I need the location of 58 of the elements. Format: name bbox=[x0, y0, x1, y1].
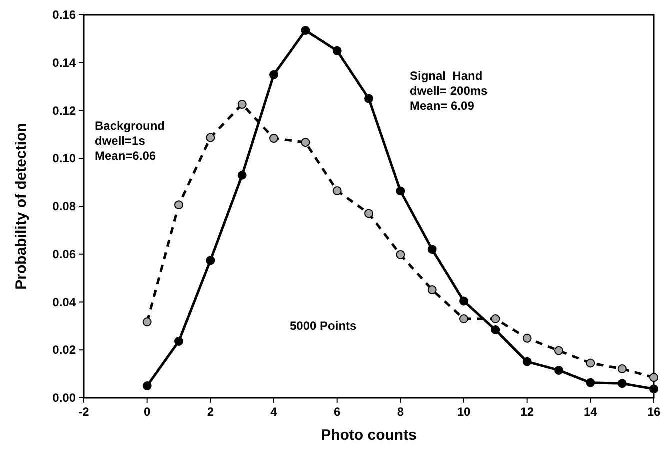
x-tick-label: 14 bbox=[584, 405, 598, 419]
point bbox=[332, 186, 342, 196]
x-axis-title: Photo counts bbox=[321, 427, 417, 444]
point bbox=[142, 382, 152, 391]
y-tick-label: 0.12 bbox=[52, 104, 76, 118]
point bbox=[238, 100, 247, 110]
point bbox=[332, 46, 342, 56]
annotation: Background dwell=1s Mean=6.06 bbox=[95, 119, 166, 163]
y-tick-label: 0.10 bbox=[52, 152, 76, 166]
point bbox=[364, 94, 374, 104]
point bbox=[301, 138, 310, 148]
y-tick-label: 0.00 bbox=[52, 391, 76, 405]
y-tick-label: 0.02 bbox=[52, 343, 76, 358]
y-tick-label: 0.06 bbox=[52, 247, 76, 262]
y-tick-label: 0.16 bbox=[52, 8, 76, 22]
point bbox=[460, 314, 468, 324]
x-tick-label: 16 bbox=[647, 405, 661, 419]
point bbox=[522, 334, 532, 343]
point bbox=[206, 256, 216, 266]
point bbox=[270, 134, 278, 143]
point bbox=[428, 245, 437, 254]
point bbox=[460, 296, 468, 306]
point bbox=[650, 384, 658, 394]
point bbox=[396, 186, 406, 196]
x-tick-label: 8 bbox=[397, 405, 404, 419]
point bbox=[428, 286, 437, 295]
point bbox=[270, 70, 278, 80]
x-tick-label: 10 bbox=[457, 405, 471, 419]
x-tick-label: 4 bbox=[270, 405, 278, 419]
point bbox=[586, 378, 596, 388]
x-tick-label: 6 bbox=[334, 405, 341, 419]
point bbox=[142, 318, 152, 327]
point bbox=[618, 379, 627, 388]
point bbox=[238, 170, 247, 180]
point bbox=[618, 364, 627, 374]
annotation: Signal_Hand dwell= 200ms Mean= 6.09 bbox=[410, 69, 488, 113]
y-tick-label: 0.04 bbox=[52, 295, 76, 310]
x-tick-label: 12 bbox=[520, 405, 534, 419]
point bbox=[206, 133, 216, 142]
y-axis-title: Probability of detection bbox=[13, 123, 30, 290]
point bbox=[174, 337, 184, 346]
point bbox=[396, 250, 406, 260]
point bbox=[491, 314, 500, 324]
point bbox=[364, 209, 374, 218]
point bbox=[554, 346, 564, 356]
x-tick-label: 2 bbox=[207, 405, 214, 419]
point bbox=[491, 326, 500, 334]
point bbox=[650, 373, 658, 382]
point bbox=[522, 357, 532, 366]
y-tick-label: 0.14 bbox=[52, 56, 76, 70]
x-tick-label: 0 bbox=[144, 405, 151, 419]
point bbox=[586, 358, 596, 368]
y-tick-label: 0.08 bbox=[52, 200, 76, 214]
point bbox=[174, 200, 184, 210]
annotation: 5000 Points bbox=[290, 319, 358, 333]
point bbox=[301, 26, 310, 36]
x-tick-label: -2 bbox=[78, 405, 90, 419]
point bbox=[554, 366, 564, 375]
